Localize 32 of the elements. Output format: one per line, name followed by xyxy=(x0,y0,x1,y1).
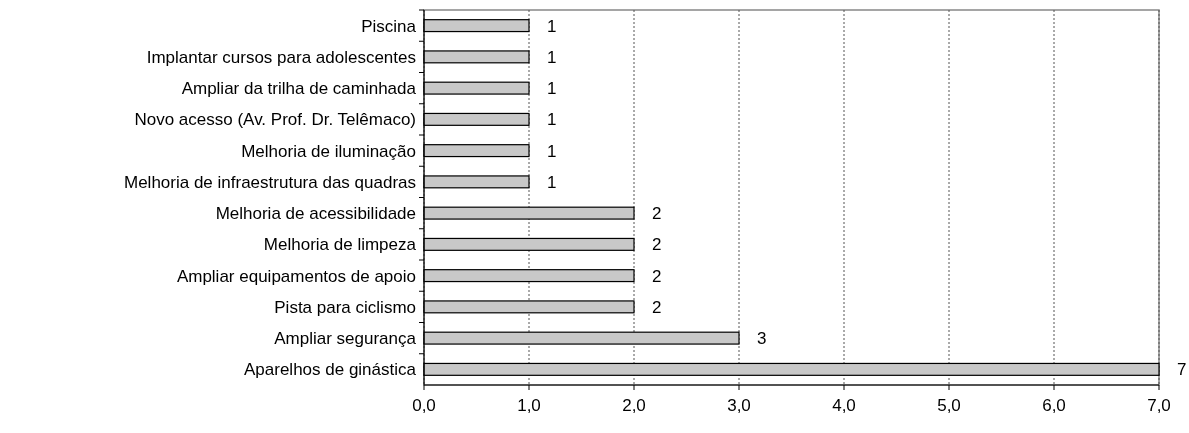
y-tick-label: Piscina xyxy=(361,16,417,36)
data-label: 7 xyxy=(1177,360,1187,380)
data-label: 3 xyxy=(757,329,767,349)
y-tick-label: Aparelhos de ginástica xyxy=(243,360,417,380)
data-label: 2 xyxy=(652,266,662,286)
x-tick-label: 7,0 xyxy=(1147,396,1171,415)
x-tick-label: 6,0 xyxy=(1042,396,1066,415)
data-label: 1 xyxy=(547,16,557,36)
data-label: 2 xyxy=(652,297,662,317)
y-tick-label: Pista para ciclismo xyxy=(274,297,416,317)
x-tick-label: 5,0 xyxy=(937,396,961,415)
data-label: 1 xyxy=(547,172,557,192)
x-tick-label: 0,0 xyxy=(412,396,436,415)
y-tick-label: Melhoria de acessibilidade xyxy=(215,204,416,224)
y-tick-label: Melhoria de limpeza xyxy=(263,235,417,255)
y-tick-label: Implantar cursos para adolescentes xyxy=(146,47,416,67)
data-label: 1 xyxy=(547,79,557,99)
y-tick-label: Novo acesso (Av. Prof. Dr. Telêmaco) xyxy=(134,110,416,130)
data-label: 1 xyxy=(547,110,557,130)
y-tick-label: Ampliar segurança xyxy=(274,329,417,349)
x-tick-label: 1,0 xyxy=(517,396,541,415)
data-label: 1 xyxy=(547,141,557,161)
y-tick-label: Melhoria de infraestrutura das quadras xyxy=(124,172,416,192)
y-tick-label: Ampliar da trilha de caminhada xyxy=(181,79,417,99)
x-tick-label: 2,0 xyxy=(622,396,646,415)
x-tick-label: 4,0 xyxy=(832,396,856,415)
data-label: 1 xyxy=(547,47,557,67)
x-tick-label: 3,0 xyxy=(727,396,751,415)
data-label: 2 xyxy=(652,235,662,255)
y-tick-label: Ampliar equipamentos de apoio xyxy=(176,266,416,286)
data-label: 2 xyxy=(652,204,662,224)
y-tick-label: Melhoria de iluminação xyxy=(241,141,416,161)
